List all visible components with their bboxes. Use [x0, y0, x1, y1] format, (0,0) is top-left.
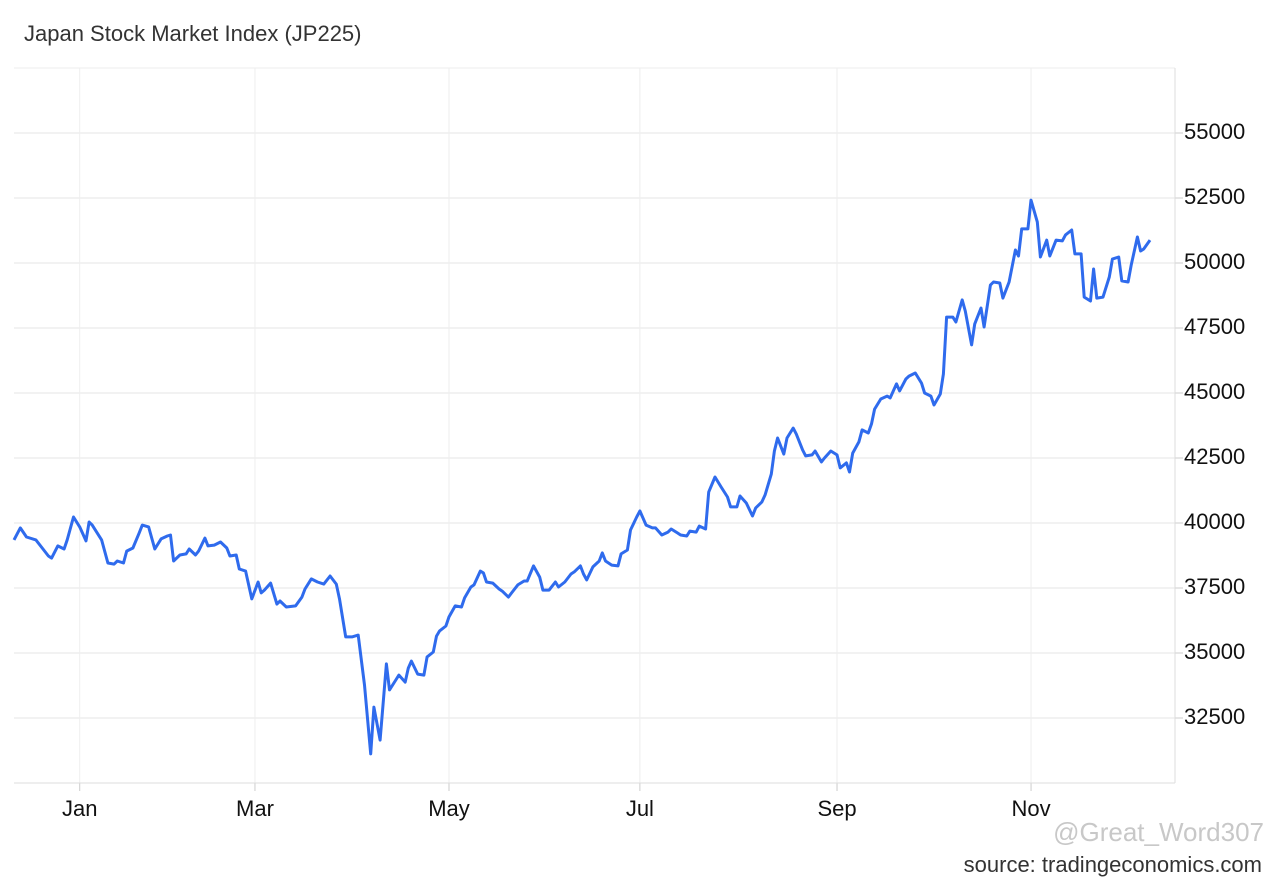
- watermark: @Great_Word307: [1053, 817, 1264, 847]
- x-tick-label: May: [428, 796, 470, 821]
- y-tick-label: 47500: [1184, 314, 1245, 339]
- y-tick-label: 45000: [1184, 379, 1245, 404]
- x-tick-label: Nov: [1011, 796, 1050, 821]
- x-tick-label: Jul: [626, 796, 654, 821]
- y-tick-label: 37500: [1184, 574, 1245, 599]
- y-tick-label: 55000: [1184, 119, 1245, 144]
- x-tick-label: Mar: [236, 796, 274, 821]
- source: source: tradingeconomics.com: [964, 852, 1262, 877]
- y-tick-label: 50000: [1184, 249, 1245, 274]
- chart-title: Japan Stock Market Index (JP225): [24, 21, 362, 46]
- y-tick-label: 42500: [1184, 444, 1245, 469]
- y-tick-label: 32500: [1184, 704, 1245, 729]
- y-tick-label: 40000: [1184, 509, 1245, 534]
- line: [12, 198, 1152, 756]
- x-tick-label: Jan: [62, 796, 97, 821]
- y-tick-label: 35000: [1184, 639, 1245, 664]
- x-tick-label: Sep: [817, 796, 856, 821]
- y-tick-label: 52500: [1184, 184, 1245, 209]
